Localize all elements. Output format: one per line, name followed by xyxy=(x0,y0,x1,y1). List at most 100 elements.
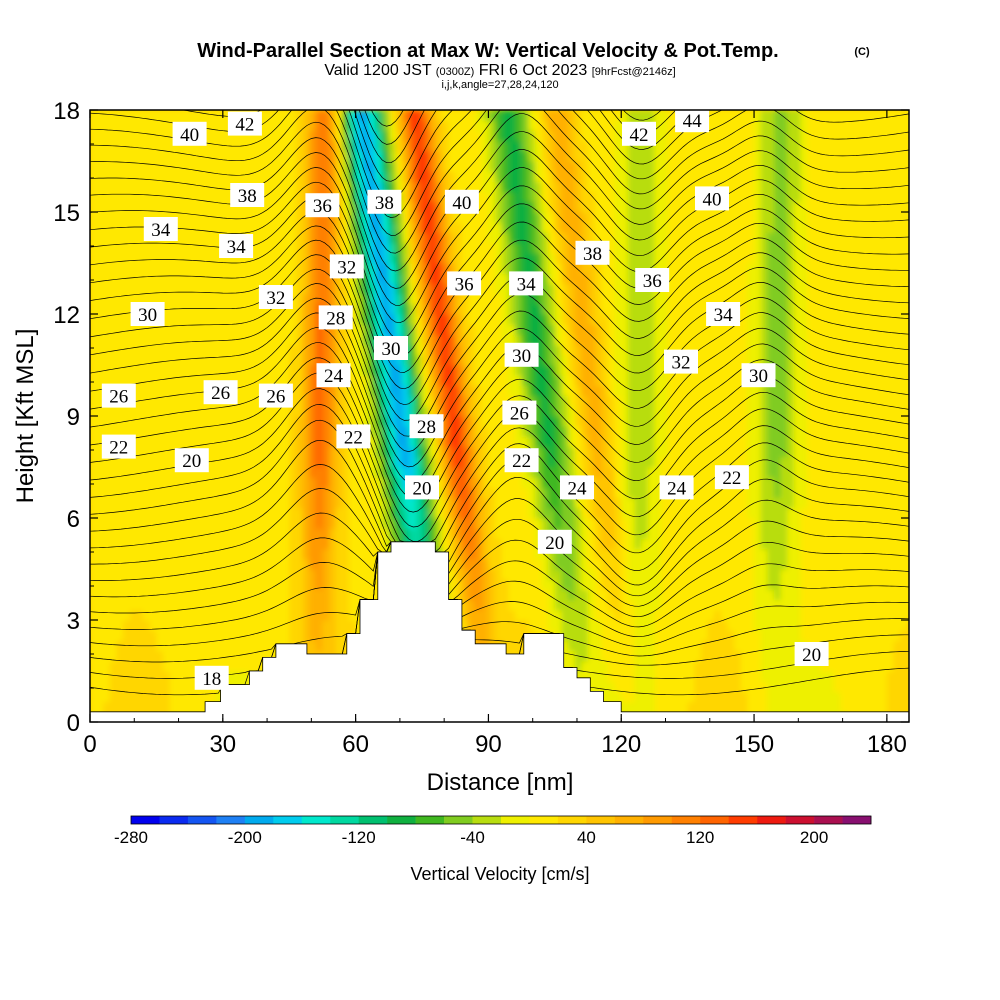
field-cell xyxy=(275,538,284,550)
field-cell xyxy=(368,497,377,509)
field-cell xyxy=(614,120,622,131)
field-cell xyxy=(495,242,503,254)
field-cell xyxy=(621,303,629,315)
field-cell xyxy=(441,395,450,407)
field-cell xyxy=(349,354,357,366)
field-cell xyxy=(455,558,463,570)
field-cell xyxy=(614,558,622,570)
field-cell xyxy=(96,222,104,233)
field-cell xyxy=(149,191,157,203)
field-cell xyxy=(461,314,470,325)
field-cell xyxy=(289,161,297,172)
field-cell xyxy=(202,569,211,580)
field-cell xyxy=(481,405,489,417)
field-cell xyxy=(501,426,509,437)
field-cell xyxy=(468,589,476,601)
field-cell xyxy=(621,161,629,172)
field-cell xyxy=(448,405,456,417)
field-cell xyxy=(342,569,350,580)
field-cell xyxy=(309,232,317,244)
field-cell xyxy=(183,324,191,335)
field-cell xyxy=(574,283,582,295)
field-cell xyxy=(455,467,463,478)
field-cell xyxy=(163,446,171,458)
field-cell xyxy=(574,161,582,172)
field-cell xyxy=(521,263,529,274)
field-cell xyxy=(574,222,582,233)
field-cell xyxy=(581,130,589,142)
field-cell xyxy=(515,334,523,346)
field-cell xyxy=(202,150,211,162)
field-cell xyxy=(249,477,257,488)
field-cell xyxy=(475,130,483,142)
field-cell xyxy=(594,130,602,142)
field-cell xyxy=(256,324,264,335)
field-cell xyxy=(422,222,430,233)
field-cell xyxy=(269,273,277,284)
field-cell xyxy=(269,303,277,315)
field-cell xyxy=(262,538,270,550)
field-cell xyxy=(608,426,616,437)
field-cell xyxy=(501,242,509,254)
field-cell xyxy=(156,324,164,335)
field-cell xyxy=(90,252,98,264)
field-cell xyxy=(129,110,137,121)
field-cell xyxy=(362,273,370,284)
field-cell xyxy=(375,222,383,233)
field-cell xyxy=(508,242,516,254)
field-cell xyxy=(355,548,363,560)
field-cell xyxy=(96,589,104,601)
field-cell xyxy=(554,375,562,386)
field-cell xyxy=(282,609,290,621)
field-cell xyxy=(103,487,111,499)
field-cell xyxy=(501,181,509,193)
field-cell xyxy=(428,314,436,325)
field-cell xyxy=(295,385,304,397)
field-cell xyxy=(176,681,184,692)
field-cell xyxy=(422,303,430,315)
field-cell xyxy=(322,120,330,131)
field-cell xyxy=(295,191,304,203)
field-cell xyxy=(608,242,616,254)
field-cell xyxy=(368,120,377,131)
field-cell xyxy=(488,293,496,305)
field-cell xyxy=(641,691,649,703)
field-cell xyxy=(282,599,290,611)
field-cell xyxy=(216,426,224,437)
field-cell xyxy=(594,630,602,641)
field-cell xyxy=(441,140,450,152)
field-cell xyxy=(501,222,509,233)
field-cell xyxy=(335,222,343,233)
field-cell xyxy=(109,671,118,682)
field-cell xyxy=(275,252,284,264)
field-cell xyxy=(315,150,323,162)
field-cell xyxy=(109,130,118,142)
field-cell xyxy=(289,456,297,468)
field-cell xyxy=(302,405,310,417)
field-cell xyxy=(143,548,151,560)
field-cell xyxy=(123,212,131,223)
field-cell xyxy=(109,426,118,437)
field-cell xyxy=(116,426,124,437)
field-cell xyxy=(222,222,230,233)
field-cell xyxy=(189,314,197,325)
field-cell xyxy=(581,650,589,662)
field-cell xyxy=(222,446,230,458)
field-cell xyxy=(222,630,230,641)
field-cell xyxy=(481,609,489,621)
field-cell xyxy=(534,171,543,182)
field-cell xyxy=(388,150,396,162)
field-cell xyxy=(96,161,104,172)
field-cell xyxy=(388,283,396,295)
field-cell xyxy=(461,436,470,448)
field-cell xyxy=(329,538,337,550)
field-cell xyxy=(455,324,463,335)
field-cell xyxy=(109,242,118,254)
field-cell xyxy=(282,589,290,601)
field-cell xyxy=(621,334,629,346)
field-cell xyxy=(608,140,616,152)
field-cell xyxy=(534,497,543,509)
field-cell xyxy=(143,334,151,346)
field-cell xyxy=(408,354,416,366)
field-cell xyxy=(528,181,536,193)
